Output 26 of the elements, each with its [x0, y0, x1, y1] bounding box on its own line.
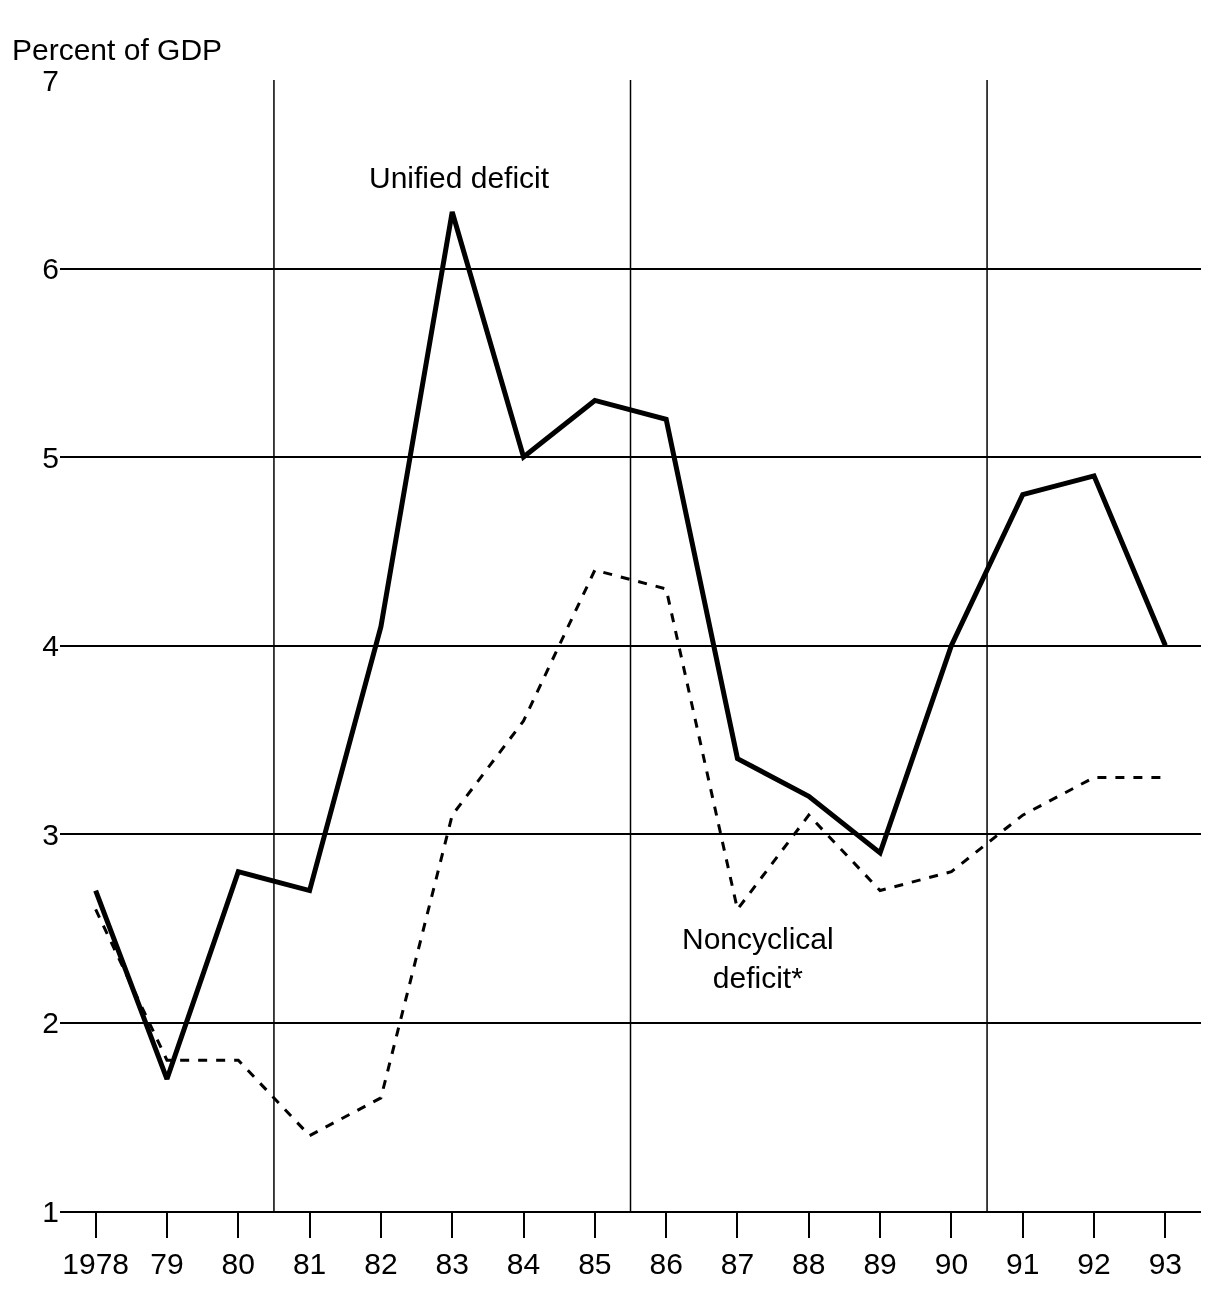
- x-tick-label: 93: [1148, 1247, 1183, 1280]
- x-tick-label: 80: [221, 1247, 255, 1280]
- x-tick-label: 79: [150, 1247, 184, 1280]
- x-tick-label: 92: [1077, 1247, 1111, 1280]
- x-tick-label: 85: [578, 1247, 612, 1280]
- x-tick-label: 86: [649, 1247, 683, 1280]
- y-tick-label: 5: [42, 440, 59, 474]
- x-tick-label: 89: [863, 1247, 897, 1280]
- x-tick-label: 90: [934, 1247, 969, 1280]
- y-tick-label: 4: [42, 629, 59, 662]
- y-tick-label: 3: [42, 817, 59, 851]
- x-tick-label: 82: [364, 1247, 398, 1280]
- x-tick-label: 1978: [62, 1247, 130, 1280]
- x-tick-label: 91: [1006, 1247, 1040, 1280]
- y-tick-label: 1: [42, 1194, 59, 1228]
- series-label: Noncyclical deficit*: [682, 922, 834, 994]
- y-tick-label: 7: [42, 63, 59, 97]
- series-label: Unified deficit: [369, 161, 550, 194]
- x-tick-label: 81: [292, 1247, 327, 1280]
- x-tick-label: 88: [792, 1247, 826, 1280]
- y-axis-title: Percent of GDP: [12, 33, 223, 66]
- y-tick-label: 2: [42, 1006, 59, 1039]
- x-tick-label: 83: [435, 1247, 469, 1280]
- x-tick-label: 84: [506, 1247, 541, 1280]
- x-tick-label: 87: [720, 1247, 755, 1280]
- y-tick-label: 6: [42, 252, 59, 285]
